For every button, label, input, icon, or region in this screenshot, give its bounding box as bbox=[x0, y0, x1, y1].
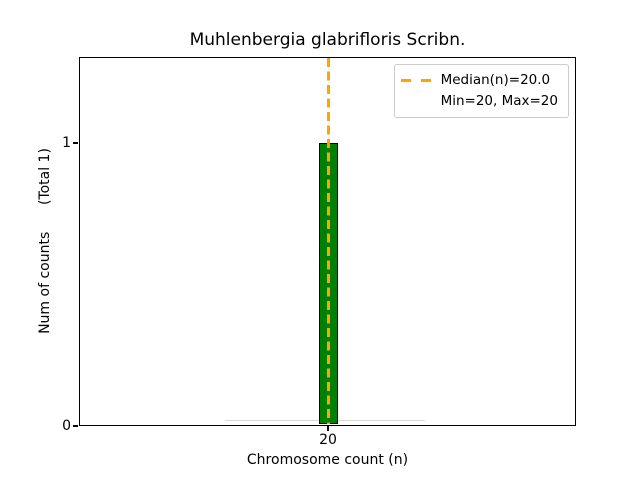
x-tick-label-20: 20 bbox=[319, 432, 337, 448]
legend: Median(n)=20.0 Min=20, Max=20 bbox=[393, 64, 569, 118]
dashed-line-icon bbox=[400, 79, 431, 82]
median-dashed-line bbox=[327, 58, 330, 424]
chart-title: Muhlenbergia glabrifloris Scribn. bbox=[189, 30, 466, 50]
y-tick-mark-1 bbox=[73, 142, 78, 144]
legend-row-median: Median(n)=20.0 bbox=[400, 70, 558, 91]
y-tick-label-1: 1 bbox=[62, 135, 71, 151]
x-axis-label: Chromosome count (n) bbox=[246, 452, 409, 468]
legend-spacer bbox=[401, 100, 431, 103]
y-axis-label: Num of counts (Total 1) bbox=[37, 148, 53, 334]
x-tick-mark-20 bbox=[327, 426, 329, 431]
plot-area: Median(n)=20.0 Min=20, Max=20 bbox=[79, 57, 576, 426]
y-tick-label-0: 0 bbox=[62, 418, 71, 434]
legend-row-minmax: Min=20, Max=20 bbox=[401, 91, 558, 112]
legend-label-minmax: Min=20, Max=20 bbox=[440, 93, 558, 109]
y-tick-mark-0 bbox=[73, 425, 78, 427]
legend-label-median: Median(n)=20.0 bbox=[440, 72, 551, 88]
